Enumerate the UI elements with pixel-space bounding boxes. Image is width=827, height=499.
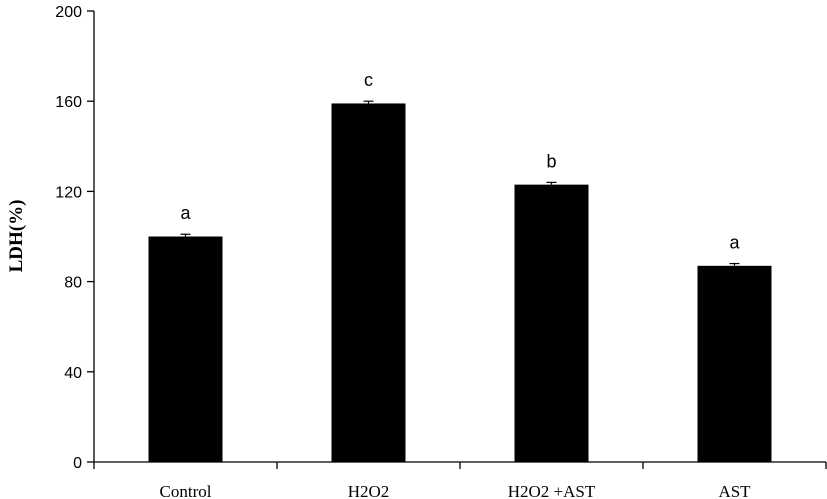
significance-label: b: [546, 151, 556, 171]
y-tick-label: 200: [55, 4, 82, 21]
significance-label: a: [729, 233, 740, 253]
x-tick-label: H2O2 +AST: [508, 482, 596, 499]
significance-label: c: [364, 70, 373, 90]
x-tick-label: H2O2: [348, 482, 390, 499]
x-axis-labels: Control H2O2 H2O2 +AST AST: [160, 482, 752, 499]
bar: [331, 103, 406, 462]
x-tick-label: AST: [718, 482, 751, 499]
error-bars: [180, 100, 740, 266]
y-tick-label: 160: [55, 94, 82, 111]
significance-label: a: [180, 203, 191, 223]
axes: [93, 11, 827, 469]
significance-labels: a c b a: [180, 70, 740, 252]
y-tick-label: 120: [55, 184, 82, 201]
bar: [514, 184, 589, 462]
y-tick-label: 0: [73, 455, 82, 472]
bars: [148, 103, 772, 462]
bar: [148, 236, 223, 462]
y-axis-label: LDH(%): [6, 200, 27, 273]
y-tick-label: 40: [64, 365, 82, 382]
y-axis-ticks: 0 40 80 120 160 200: [55, 4, 94, 472]
y-tick-label: 80: [64, 275, 82, 292]
bar: [697, 265, 772, 462]
x-tick-label: Control: [160, 482, 212, 499]
